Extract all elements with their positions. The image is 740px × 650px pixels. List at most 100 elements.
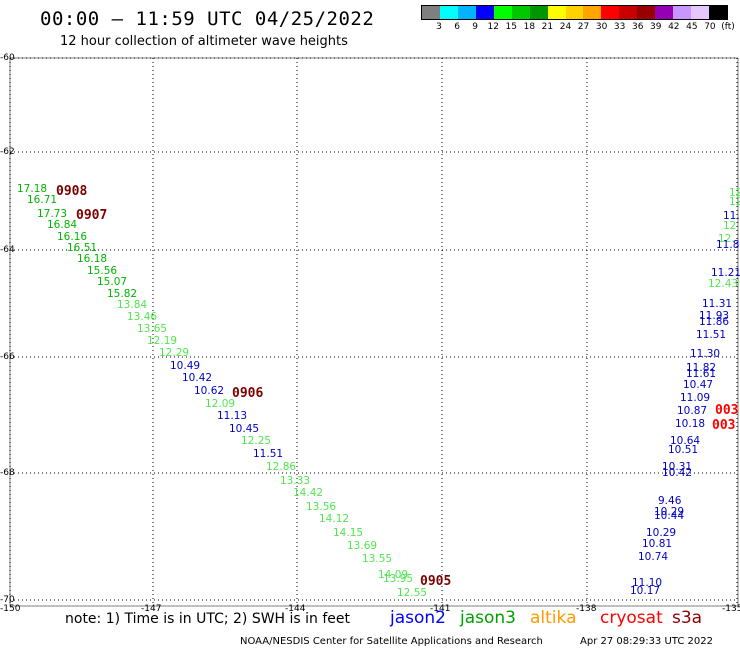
wave-height-value: 13.69 [347, 540, 378, 552]
longitude-label: -144 [285, 604, 306, 614]
colorbar-swatch [673, 6, 692, 19]
wave-height-value: 12. [718, 233, 735, 245]
wave-height-value: 14.15 [333, 527, 364, 539]
colorbar-labels: 3 6 9 12 15 18 21 24 27 30 33 36 39 42 45 70 (ft) [421, 22, 735, 34]
longitude-label: -141 [430, 604, 451, 614]
pass-label: 0905 [420, 574, 452, 589]
colorbar-label: 18 [523, 22, 536, 32]
satellite-legend-cryosat: cryosat [600, 608, 663, 628]
colorbar-swatch [655, 6, 674, 19]
wave-height-value: 12.25 [241, 435, 272, 447]
wave-height-value: 15.56 [87, 265, 118, 277]
satellite-legend-s3a: s3a [672, 608, 703, 628]
colorbar-label: 3 [436, 22, 442, 32]
latitude-label: -64 [0, 245, 15, 255]
wave-height-value: 11.86 [699, 316, 730, 328]
colorbar-label: 12 [487, 22, 499, 32]
latitude-label: -60 [0, 53, 15, 63]
wave-height-value: 10.42 [662, 467, 693, 479]
latitude-label: -68 [0, 468, 15, 478]
colorbar-label: 42 [668, 22, 680, 32]
colorbar-swatch [565, 6, 584, 19]
wave-height-value: 10.17 [630, 585, 661, 597]
pass-label: 0907 [76, 208, 108, 223]
wave-height-value: 12.43 [708, 278, 739, 290]
colorbar-swatch [457, 6, 476, 19]
colorbar-label: 45 [686, 22, 698, 32]
pass-label: 0908 [56, 184, 88, 199]
wave-height-value: 17.73 [37, 208, 68, 220]
credit-text: NOAA/NESDIS Center for Satellite Applica… [240, 636, 543, 647]
wave-height-value: 11.30 [690, 348, 721, 360]
wave-height-value: 11.13 [217, 410, 248, 422]
wave-height-value: 10.51 [668, 444, 699, 456]
wave-height-value: 12. [723, 220, 740, 232]
longitude-label: -135 [722, 604, 740, 614]
latitude-label: -66 [0, 352, 15, 362]
wave-height-value: 10.47 [683, 379, 714, 391]
wave-height-value: 10.74 [638, 551, 669, 563]
longitude-label: -138 [576, 604, 597, 614]
satellite-legend-altika: altika [530, 608, 577, 628]
wave-height-value: 12.09 [205, 398, 236, 410]
wave-height-value: 10.18 [675, 418, 706, 430]
colorbar-label: 70 [704, 22, 716, 32]
wave-height-value: 16.18 [77, 253, 108, 265]
wave-height-value: 10.31 [662, 461, 693, 473]
colorbar-swatch [475, 6, 494, 19]
colorbar-label: 6 [454, 22, 460, 32]
wave-height-value: 9.46 [658, 495, 682, 507]
colorbar-swatch [547, 6, 566, 19]
wave-height-value: 12.86 [266, 461, 297, 473]
colorbar-swatch [709, 6, 727, 19]
wave-height-value: 10.49 [170, 360, 201, 372]
wave-height-value: 16.16 [57, 231, 88, 243]
colorbar-label: 36 [631, 22, 644, 32]
colorbar-label: 30 [595, 22, 608, 32]
colorbar-swatch [601, 6, 620, 19]
colorbar-label: 33 [613, 22, 626, 32]
wave-height-value: 10.87 [677, 405, 708, 417]
colorbar-label: 15 [505, 22, 518, 32]
colorbar-swatch [493, 6, 512, 19]
wave-height-value: 13.95 [383, 573, 414, 585]
wave-height-value: 10.29 [646, 527, 677, 539]
colorbar-swatch [511, 6, 530, 19]
pass-label: 003 [715, 403, 739, 418]
wave-height-value: 11.09 [680, 392, 711, 404]
wave-height-value: 10.45 [229, 423, 260, 435]
wave-height-value: 13.56 [306, 501, 337, 513]
wave-height-value: 12.55 [397, 587, 428, 599]
longitude-label: -147 [141, 604, 162, 614]
wave-height-value: 17.18 [17, 183, 48, 195]
map-subtitle: 12 hour collection of altimeter wave hei… [60, 34, 348, 49]
colorbar-swatch [583, 6, 602, 19]
latitude-label: -70 [0, 595, 15, 605]
wave-height-value: 11.82 [686, 362, 717, 374]
colorbar-label: 24 [559, 22, 572, 32]
wave-height-value: 10.64 [670, 435, 701, 447]
timestamp-text: Apr 27 08:29:33 UTC 2022 [580, 636, 713, 647]
wave-height-value: 14.09 [378, 569, 409, 581]
colorbar-label: 9 [472, 22, 479, 32]
colorbar-label: 27 [577, 22, 590, 32]
map-title: 00:00 – 11:59 UTC 04/25/2022 [40, 8, 375, 30]
wave-height-value: 16.84 [47, 219, 78, 231]
wave-height-value: 16.71 [27, 194, 58, 206]
pass-label: 003 [712, 418, 736, 433]
wave-height-value: 12.19 [147, 335, 178, 347]
wave-height-value: 10.42 [182, 372, 213, 384]
wave-height-value: 10.44 [654, 510, 685, 522]
graticule [9, 57, 738, 606]
latitude-label: -62 [0, 147, 15, 157]
satellite-legend-jason2: jason2 [390, 608, 446, 628]
wave-height-value: 11.61 [686, 368, 717, 380]
colorbar-swatch [691, 6, 709, 19]
plot-frame [9, 57, 739, 607]
satellite-legend-jason3: jason3 [460, 608, 516, 628]
wave-height-value: 14.12 [319, 513, 350, 525]
pass-label: 0906 [232, 386, 264, 401]
wave-height-value: 11.51 [253, 448, 284, 460]
wave-height-value: 13.33 [280, 475, 311, 487]
